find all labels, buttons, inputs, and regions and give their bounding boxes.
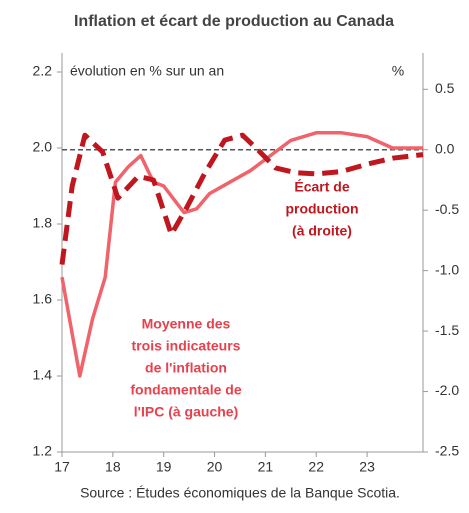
annotation: fondamentale de <box>130 382 241 398</box>
annotation: production <box>285 201 358 217</box>
annotation: trois indicateurs <box>132 338 241 354</box>
x-tick-label: 20 <box>207 459 223 475</box>
y-tick-label: 1.8 <box>33 215 53 231</box>
annotation: l'IPC (à gauche) <box>134 404 238 420</box>
x-tick-label: 23 <box>359 459 375 475</box>
y-axis-label: évolution en % sur un an <box>70 63 224 79</box>
y-tick-label: 2.2 <box>33 63 53 79</box>
y2-tick-label: 0.5 <box>435 80 455 96</box>
x-tick-label: 22 <box>308 459 324 475</box>
y-tick-label: 2.0 <box>33 139 53 155</box>
x-tick-label: 17 <box>54 459 70 475</box>
x-tick-label: 21 <box>258 459 274 475</box>
annotation-gap: Écart de production (à droite) Moyenne d… <box>130 179 358 420</box>
y2-tick-label: -1.5 <box>435 322 459 338</box>
y-tick-label: 1.2 <box>33 443 53 459</box>
line-series <box>59 132 424 265</box>
y-tick-label: 1.6 <box>33 291 53 307</box>
annotation: Écart de <box>294 179 349 195</box>
y2-tick-label: -2.0 <box>435 382 459 398</box>
annotation: (à droite) <box>292 223 352 239</box>
x-tick-label: 18 <box>105 459 121 475</box>
y2-tick-label: -2.5 <box>435 443 459 459</box>
source: Source : Études économiques de la Banque… <box>80 485 400 501</box>
x-tick-label: 19 <box>156 459 172 475</box>
y2-tick-label: 0.0 <box>435 140 455 156</box>
chart-title: Inflation et écart de production au Cana… <box>74 13 394 30</box>
annotation: de l'inflation <box>145 360 227 376</box>
y2-axis-label: % <box>392 63 404 79</box>
y2-tick-label: -1.0 <box>435 261 459 277</box>
annotation: Moyenne des <box>142 316 231 332</box>
y2-tick-label: -0.5 <box>435 201 459 217</box>
y-tick-label: 1.4 <box>33 367 53 383</box>
line-series <box>60 131 423 378</box>
